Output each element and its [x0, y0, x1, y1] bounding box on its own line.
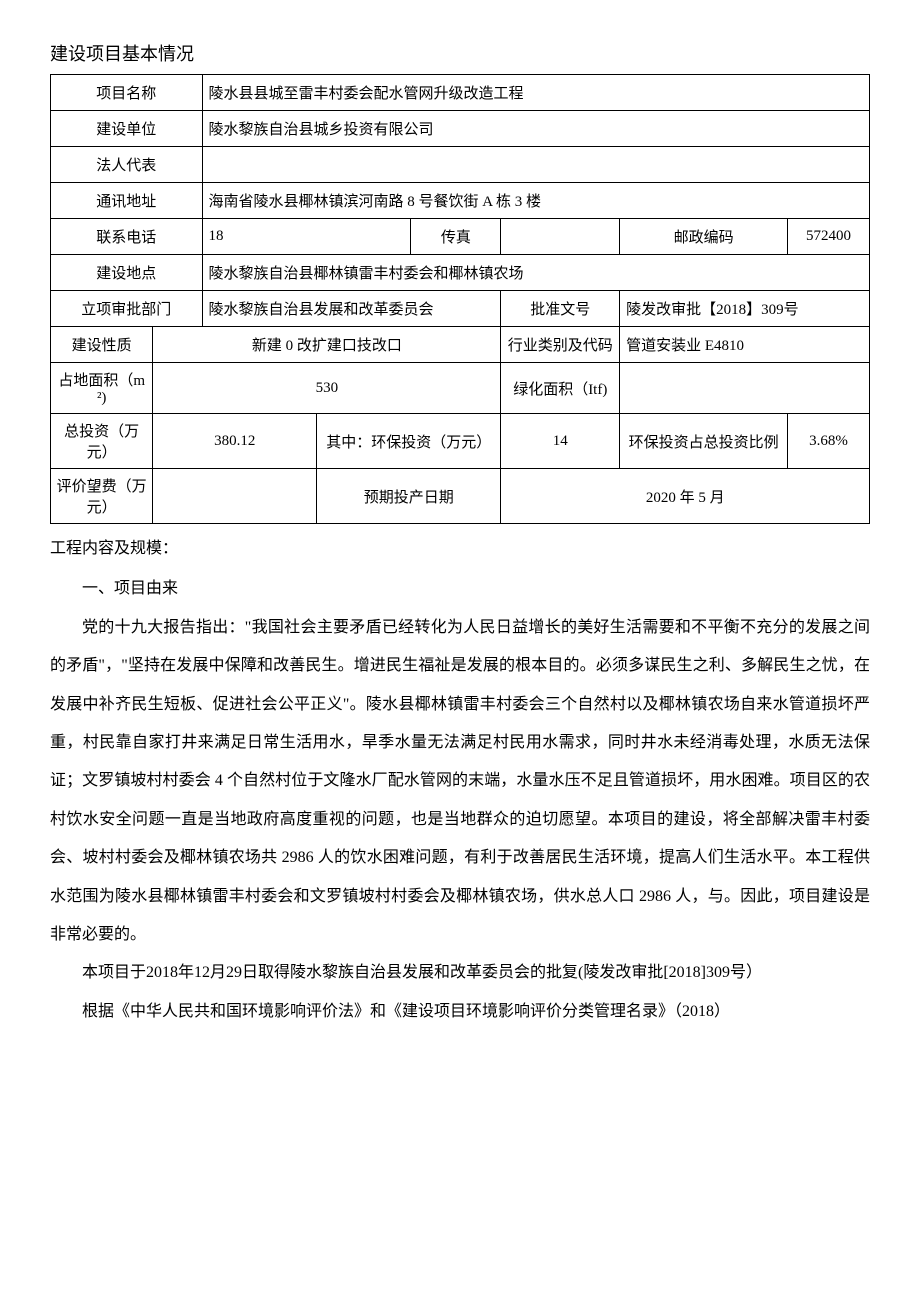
table-row: 联系电话 18 传真 邮政编码 572400: [51, 219, 870, 255]
table-row: 立项审批部门 陵水黎族自治县发展和改革委员会 批准文号 陵发改审批【2018】3…: [51, 291, 870, 327]
label-env-invest: 其中：环保投资（万元）: [317, 414, 501, 469]
label-land: 占地面积（m²): [51, 363, 153, 414]
label-phone: 联系电话: [51, 219, 203, 255]
value-invest: 380.12: [153, 414, 317, 469]
label-start-date: 预期投产日期: [317, 469, 501, 524]
value-fax: [501, 219, 620, 255]
body-sub1: 一、项目由来: [50, 570, 870, 608]
value-project-name: 陵水县县城至雷丰村委会配水管网升级改造工程: [202, 75, 870, 111]
value-land: 530: [153, 363, 501, 414]
body-p3: 根据《中华人民共和国环境影响评价法》和《建设项目环境影响评价分类管理名录》（20…: [50, 993, 870, 1031]
body-p2: 本项目于2018年12月29日取得陵水黎族自治县发展和改革委员会的批复(陵发改审…: [50, 954, 870, 992]
table-row: 建设地点 陵水黎族自治县椰林镇雷丰村委会和椰林镇农场: [51, 255, 870, 291]
table-row: 法人代表: [51, 147, 870, 183]
value-nature: 新建 0 改扩建口技改口: [153, 327, 501, 363]
content-body: 工程内容及规模： 一、项目由来 党的十九大报告指出："我国社会主要矛盾已经转化为…: [50, 530, 870, 1031]
body-p1: 党的十九大报告指出："我国社会主要矛盾已经转化为人民日益增长的美好生活需要和不平…: [50, 609, 870, 955]
body-heading: 工程内容及规模：: [50, 530, 870, 568]
table-row: 评价望费（万元） 预期投产日期 2020 年 5 月: [51, 469, 870, 524]
value-location: 陵水黎族自治县椰林镇雷丰村委会和椰林镇农场: [202, 255, 870, 291]
label-fax: 传真: [411, 219, 501, 255]
value-env-invest: 14: [501, 414, 620, 469]
section-title: 建设项目基本情况: [50, 40, 870, 66]
value-env-ratio: 3.68%: [788, 414, 870, 469]
label-build-unit: 建设单位: [51, 111, 203, 147]
value-start-date: 2020 年 5 月: [501, 469, 870, 524]
value-approve-no: 陵发改审批【2018】309号: [620, 291, 870, 327]
table-row: 建设单位 陵水黎族自治县城乡投资有限公司: [51, 111, 870, 147]
value-zip: 572400: [788, 219, 870, 255]
label-env-ratio: 环保投资占总投资比例: [620, 414, 788, 469]
value-approve-dept: 陵水黎族自治县发展和改革委员会: [202, 291, 501, 327]
label-location: 建设地点: [51, 255, 203, 291]
value-phone: 18: [202, 219, 411, 255]
label-nature: 建设性质: [51, 327, 153, 363]
label-legal-rep: 法人代表: [51, 147, 203, 183]
label-green: 绿化面积（Itf): [501, 363, 620, 414]
value-legal-rep: [202, 147, 870, 183]
label-project-name: 项目名称: [51, 75, 203, 111]
label-address: 通讯地址: [51, 183, 203, 219]
label-zip: 邮政编码: [620, 219, 788, 255]
value-industry: 管道安装业 E4810: [620, 327, 870, 363]
value-build-unit: 陵水黎族自治县城乡投资有限公司: [202, 111, 870, 147]
info-table: 项目名称 陵水县县城至雷丰村委会配水管网升级改造工程 建设单位 陵水黎族自治县城…: [50, 74, 870, 524]
value-address: 海南省陵水县椰林镇滨河南路 8 号餐饮街 A 栋 3 楼: [202, 183, 870, 219]
table-row: 项目名称 陵水县县城至雷丰村委会配水管网升级改造工程: [51, 75, 870, 111]
label-approve-no: 批准文号: [501, 291, 620, 327]
table-row: 建设性质 新建 0 改扩建口技改口 行业类别及代码 管道安装业 E4810: [51, 327, 870, 363]
label-invest: 总投资（万元）: [51, 414, 153, 469]
table-row: 总投资（万元） 380.12 其中：环保投资（万元） 14 环保投资占总投资比例…: [51, 414, 870, 469]
label-industry: 行业类别及代码: [501, 327, 620, 363]
value-green: [620, 363, 870, 414]
label-eval-fee: 评价望费（万元）: [51, 469, 153, 524]
table-row: 通讯地址 海南省陵水县椰林镇滨河南路 8 号餐饮街 A 栋 3 楼: [51, 183, 870, 219]
table-row: 占地面积（m²) 530 绿化面积（Itf): [51, 363, 870, 414]
label-approve-dept: 立项审批部门: [51, 291, 203, 327]
value-eval-fee: [153, 469, 317, 524]
